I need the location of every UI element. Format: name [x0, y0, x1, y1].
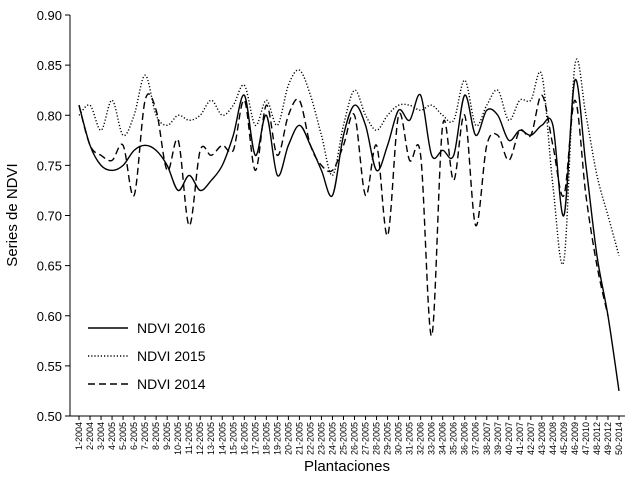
- x-tick-label: 15-2005: [228, 422, 238, 455]
- x-tick-label: 21-2005: [294, 422, 304, 455]
- x-tick-label: 37-2006: [471, 422, 481, 455]
- x-tick-label: 19-2005: [272, 422, 282, 455]
- x-tick-label: 28-2005: [372, 422, 382, 455]
- y-tick-label: 0.70: [37, 209, 62, 224]
- y-tick-label: 0.60: [37, 309, 62, 324]
- series-line: [78, 78, 620, 392]
- x-tick-label: 49-2012: [603, 422, 613, 455]
- x-tick-label: 10-2005: [173, 422, 183, 455]
- legend-label: NDVI 2016: [137, 320, 206, 336]
- x-tick-label: 26-2005: [350, 422, 360, 455]
- x-tick-label: 46-2009: [570, 422, 580, 455]
- x-tick-label: 1-2004: [74, 422, 84, 450]
- x-tick-label: 24-2005: [327, 422, 337, 455]
- x-tick-label: 45-2009: [559, 422, 569, 455]
- x-axis-title: Plantaciones: [304, 458, 390, 475]
- x-tick-label: 35-2006: [449, 422, 459, 455]
- series-line: [78, 58, 620, 265]
- x-tick-label: 11-2005: [184, 422, 194, 454]
- y-tick-label: 0.80: [37, 108, 62, 123]
- x-tick-label: 8-2005: [151, 422, 161, 450]
- x-tick-label: 3-2004: [96, 422, 106, 450]
- x-tick-label: 22-2005: [305, 422, 315, 455]
- x-tick-label: 16-2005: [239, 422, 249, 455]
- x-tick-label: 40-2007: [504, 422, 514, 455]
- x-tick-label: 4-2005: [107, 422, 117, 450]
- x-tick-label: 23-2005: [316, 422, 326, 455]
- x-tick-label: 5-2005: [118, 422, 128, 450]
- x-tick-label: 14-2005: [217, 422, 227, 455]
- x-tick-label: 7-2005: [140, 422, 150, 450]
- x-tick-label: 18-2005: [261, 422, 271, 455]
- y-axis-title: Series de NDVI: [4, 163, 21, 266]
- x-tick-label: 17-2005: [250, 422, 260, 455]
- x-tick-label: 33-2006: [427, 422, 437, 455]
- x-tick-label: 20-2005: [283, 422, 293, 455]
- x-tick-label: 47-2010: [581, 422, 591, 455]
- legend-label: NDVI 2014: [137, 376, 206, 392]
- x-tick-label: 27-2005: [361, 422, 371, 455]
- x-tick-label: 29-2005: [383, 422, 393, 455]
- x-tick-label: 2-2004: [85, 422, 95, 450]
- series-line: [78, 93, 609, 337]
- y-tick-label: 0.75: [37, 158, 62, 173]
- x-tick-label: 31-2005: [405, 422, 415, 455]
- y-tick-label: 0.55: [37, 359, 62, 374]
- x-tick-label: 36-2006: [460, 422, 470, 455]
- x-tick-label: 41-2007: [515, 422, 525, 455]
- y-tick-label: 0.65: [37, 259, 62, 274]
- x-tick-label: 9-2005: [162, 422, 172, 450]
- x-tick-label: 25-2005: [338, 422, 348, 455]
- x-tick-label: 43-2008: [537, 422, 547, 455]
- x-tick-label: 30-2005: [394, 422, 404, 455]
- x-tick-label: 38-2007: [482, 422, 492, 455]
- x-tick-label: 12-2005: [195, 422, 205, 455]
- x-tick-label: 13-2005: [206, 422, 216, 455]
- x-tick-label: 6-2005: [129, 422, 139, 450]
- y-tick-label: 0.85: [37, 58, 62, 73]
- y-tick-label: 0.50: [37, 409, 62, 424]
- y-tick-label: 0.90: [37, 8, 62, 23]
- legend-label: NDVI 2015: [137, 348, 206, 364]
- x-tick-label: 32-2006: [416, 422, 426, 455]
- x-tick-label: 44-2008: [548, 422, 558, 455]
- x-tick-label: 48-2012: [592, 422, 602, 455]
- x-tick-label: 39-2007: [493, 422, 503, 455]
- x-tick-label: 34-2006: [438, 422, 448, 455]
- x-tick-label: 42-2007: [526, 422, 536, 455]
- x-tick-label: 50-2014: [614, 422, 624, 455]
